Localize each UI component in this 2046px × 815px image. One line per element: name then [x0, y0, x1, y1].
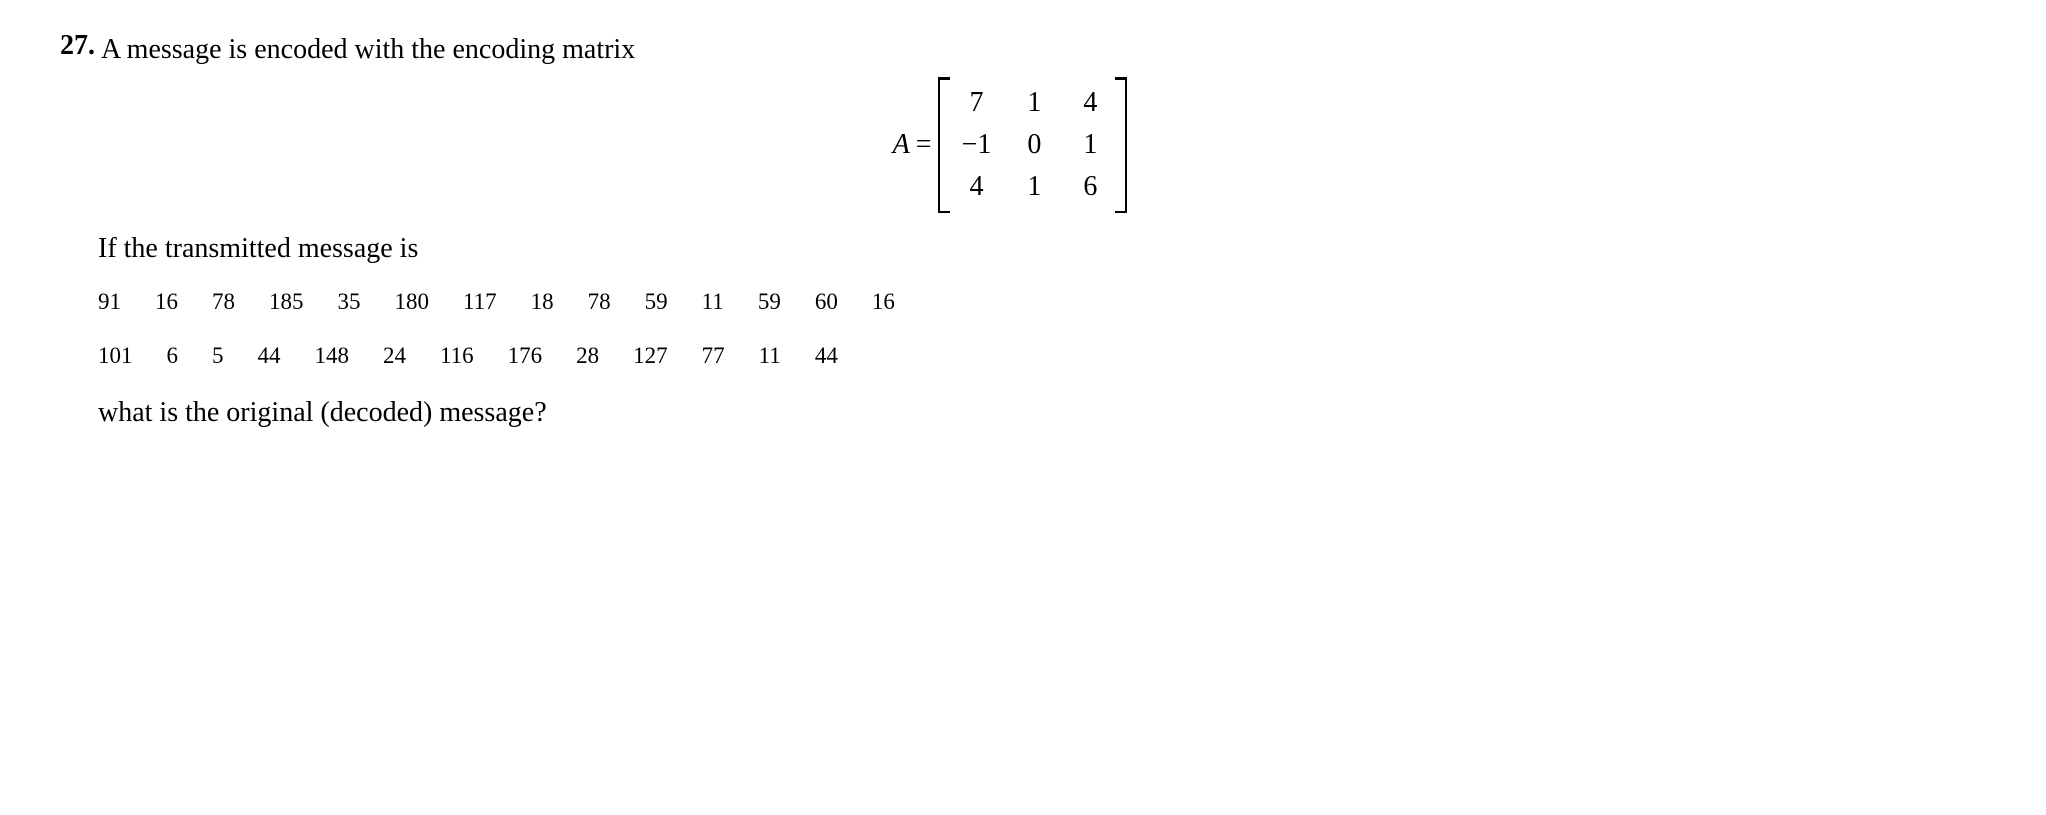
num: 6: [167, 343, 179, 369]
num: 78: [588, 289, 611, 315]
num: 35: [338, 289, 361, 315]
num: 24: [383, 343, 406, 369]
num: 16: [872, 289, 895, 315]
num: 60: [815, 289, 838, 315]
num: 59: [758, 289, 781, 315]
matrix-equation: A = 7 1 4 −1 0 1 4 1 6: [60, 77, 1960, 213]
subline-text: If the transmitted message is: [98, 233, 1960, 265]
m-0-0: 7: [962, 87, 992, 119]
m-2-1: 1: [1021, 171, 1047, 203]
bracket-left-icon: [938, 77, 950, 213]
m-1-2: 1: [1077, 129, 1103, 161]
num: 117: [463, 289, 497, 315]
num: 127: [633, 343, 668, 369]
num: 44: [258, 343, 281, 369]
matrix-A-body: 7 1 4 −1 0 1 4 1 6: [938, 77, 1128, 213]
num: 11: [702, 289, 724, 315]
intro-text: A message is encoded with the encoding m…: [101, 30, 635, 69]
num: 101: [98, 343, 133, 369]
num: 5: [212, 343, 224, 369]
num: 11: [759, 343, 781, 369]
m-0-1: 1: [1021, 87, 1047, 119]
m-2-0: 4: [962, 171, 992, 203]
transmitted-row-1: 91 16 78 185 35 180 117 18 78 59 11 59 6…: [98, 289, 1960, 315]
bracket-right-icon: [1115, 77, 1127, 213]
num: 78: [212, 289, 235, 315]
num: 77: [702, 343, 725, 369]
num: 148: [315, 343, 350, 369]
matrix-grid: 7 1 4 −1 0 1 4 1 6: [950, 77, 1116, 213]
first-line: 27. A message is encoded with the encodi…: [60, 30, 1960, 69]
m-0-2: 4: [1077, 87, 1103, 119]
matrix-label: A: [893, 129, 910, 161]
num: 28: [576, 343, 599, 369]
num: 91: [98, 289, 121, 315]
final-question: what is the original (decoded) message?: [98, 397, 1960, 429]
m-1-1: 0: [1021, 129, 1047, 161]
num: 16: [155, 289, 178, 315]
num: 185: [269, 289, 304, 315]
num: 176: [508, 343, 543, 369]
num: 180: [395, 289, 430, 315]
num: 59: [645, 289, 668, 315]
num: 116: [440, 343, 474, 369]
num: 44: [815, 343, 838, 369]
m-2-2: 6: [1077, 171, 1103, 203]
m-1-0: −1: [962, 129, 992, 161]
problem-block: 27. A message is encoded with the encodi…: [60, 30, 1960, 429]
transmitted-row-2: 101 6 5 44 148 24 116 176 28 127 77 11 4…: [98, 343, 1960, 369]
problem-number: 27.: [60, 30, 95, 62]
equals-sign: =: [916, 129, 932, 161]
num: 18: [531, 289, 554, 315]
